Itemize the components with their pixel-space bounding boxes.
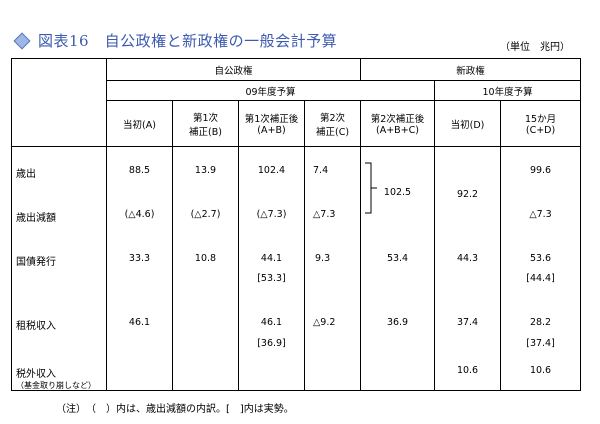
val-kokusai-A: 33.3 — [128, 253, 151, 264]
label-zeigai: 税外収入 — [16, 369, 56, 380]
val-zeigai-D: 10.6 — [456, 365, 479, 376]
col-header-ABC: 第2次補正後 (A+B+C) — [360, 100, 436, 147]
val-sozei-CD: 28.2 — [529, 317, 552, 328]
brace-icon — [365, 162, 378, 214]
label-zeigai-sub: （基金取り崩しなど） — [16, 381, 96, 390]
header-fy09: 09年度予算 — [105, 80, 436, 101]
col-ABC: 102.5 53.4 36.9 — [360, 146, 436, 391]
val-kokusai-B: 10.8 — [194, 253, 217, 264]
col-B: 13.9 (△2.7) 10.8 — [172, 146, 239, 391]
row-labels-cell: 歳出 歳出減額 国債発行 租税収入 税外収入 （基金取り崩しなど） — [11, 146, 107, 391]
val-saishutsu-D: 92.2 — [456, 189, 479, 200]
val-kokusai-CD: 53.6 — [529, 253, 552, 264]
col-A: 88.5 (△4.6) 33.3 46.1 — [106, 146, 173, 391]
unit-label: （単位 兆円） — [500, 42, 570, 53]
val-gengaku-AB: (△7.3) — [256, 209, 287, 220]
title-row: 図表16 自公政権と新政権の一般会計予算 — [14, 30, 337, 50]
val-gengaku-C: △7.3 — [313, 209, 336, 220]
val-saishutsu-A: 88.5 — [128, 165, 151, 176]
val-kokusai-CD-actual: [44.4] — [526, 273, 555, 284]
val-zeigai-CD: 10.6 — [529, 365, 552, 376]
val-sozei-CD-actual: [37.4] — [526, 338, 555, 349]
label-sozei: 租税収入 — [16, 321, 56, 332]
col-header-AB: 第1次補正後 (A+B) — [238, 100, 305, 147]
header-jiko: 自公政権 — [105, 58, 362, 81]
val-sozei-A: 46.1 — [128, 317, 151, 328]
val-kokusai-AB-actual: [53.3] — [257, 273, 286, 284]
val-kokusai-ABC: 53.4 — [386, 253, 409, 264]
label-saishutsu: 歳出 — [16, 169, 36, 180]
val-saishutsu-B: 13.9 — [194, 165, 217, 176]
val-sozei-AB-actual: [36.9] — [257, 338, 286, 349]
diamond-bullet-icon — [14, 33, 28, 47]
val-kokusai-C: 9.3 — [315, 253, 331, 264]
val-saishutsu-AB: 102.4 — [257, 165, 286, 176]
col-header-CD: 15か月 (C+D) — [500, 100, 582, 147]
val-saishutsu-ABC: 102.5 — [383, 187, 412, 198]
val-gengaku-CD: △7.3 — [529, 209, 552, 220]
col-CD: 99.6 △7.3 53.6 [44.4] 28.2 [37.4] 10.6 — [500, 146, 582, 391]
val-gengaku-B: (△2.7) — [190, 209, 221, 220]
header-shin: 新政権 — [360, 58, 582, 81]
val-sozei-AB: 46.1 — [260, 317, 283, 328]
col-C: 7.4 △7.3 9.3 △9.2 — [303, 146, 362, 391]
footnote: （注） （ ）内は、歳出減額の内訳。[ ]内は実勢。 — [56, 404, 294, 415]
val-saishutsu-CD: 99.6 — [529, 165, 552, 176]
val-kokusai-D: 44.3 — [456, 253, 479, 264]
header-fy10: 10年度予算 — [434, 80, 582, 101]
val-sozei-C: △9.2 — [313, 317, 336, 328]
val-gengaku-A: (△4.6) — [124, 209, 155, 220]
val-sozei-ABC: 36.9 — [386, 317, 409, 328]
label-kokusai: 国債発行 — [16, 257, 56, 268]
col-header-B: 第1次 補正(B) — [172, 100, 239, 147]
page-title: 図表16 自公政権と新政権の一般会計予算 — [38, 31, 338, 50]
label-gengaku: 歳出減額 — [16, 213, 56, 224]
val-kokusai-AB: 44.1 — [260, 253, 283, 264]
col-AB: 102.4 (△7.3) 44.1 [53.3] 46.1 [36.9] — [238, 146, 305, 391]
val-saishutsu-C: 7.4 — [313, 165, 329, 176]
budget-table: 自公政権 新政権 09年度予算 10年度予算 当初(A) 第1次 補正(B) 第… — [11, 58, 582, 391]
col-header-C: 第2次 補正(C) — [303, 100, 362, 147]
col-header-A: 当初(A) — [106, 100, 173, 147]
corner-cell — [11, 58, 107, 147]
col-header-D: 当初(D) — [434, 100, 502, 147]
val-sozei-D: 37.4 — [456, 317, 479, 328]
col-D: 92.2 44.3 37.4 10.6 — [434, 146, 502, 391]
